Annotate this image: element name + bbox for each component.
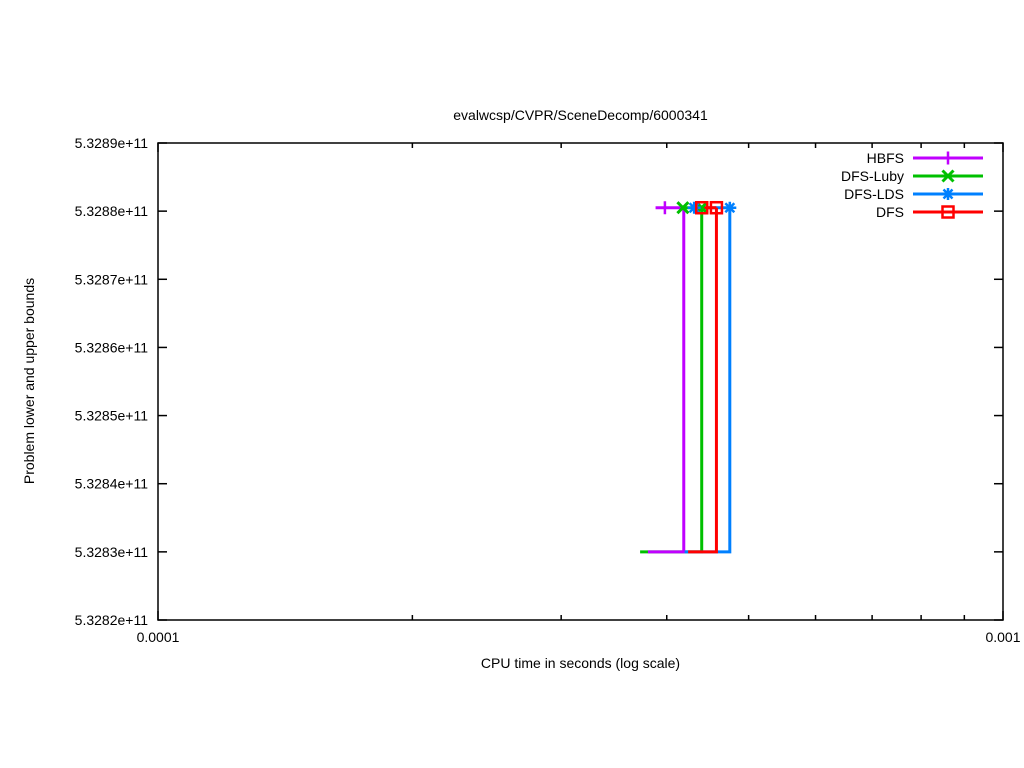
series-line-dfs-lds <box>684 206 732 554</box>
y-axis-tick-label: 5.3284e+11 <box>75 476 149 492</box>
legend-entry-dfs-luby: DFS-Luby <box>841 167 985 185</box>
y-axis-tick-label: 5.3288e+11 <box>75 203 149 219</box>
legend-entry-hbfs: HBFS <box>841 149 985 167</box>
chart-title: evalwcsp/CVPR/SceneDecomp/6000341 <box>453 107 708 123</box>
legend-line-sample <box>913 151 983 165</box>
legend: HBFS DFS-Luby DFS-LDS DFS <box>841 149 985 221</box>
legend-entry-dfs-lds: DFS-LDS <box>841 185 985 203</box>
x-axis-tick-label: 0.0001 <box>137 629 180 645</box>
series-markers-hbfs-plus-icon <box>658 201 672 215</box>
legend-label: HBFS <box>866 150 904 166</box>
y-axis-tick-label: 5.3289e+11 <box>75 135 149 151</box>
legend-line-sample <box>913 169 983 183</box>
y-axis-tick-label: 5.3287e+11 <box>75 271 149 287</box>
series-markers-dfs-square-open-icon <box>694 200 724 215</box>
series-line-dfs <box>688 206 718 554</box>
legend-label: DFS-LDS <box>844 186 904 202</box>
legend-entry-dfs: DFS <box>841 203 985 221</box>
x-axis-tick-label: 0.001 <box>985 629 1020 645</box>
y-axis-title: Problem lower and upper bounds <box>21 277 37 485</box>
y-axis-tick-label: 5.3286e+11 <box>75 339 149 355</box>
legend-label: DFS-Luby <box>840 168 904 184</box>
y-axis-tick-label: 5.3283e+11 <box>75 544 149 560</box>
y-axis-tick-label: 5.3285e+11 <box>75 408 149 424</box>
legend-line-sample <box>913 188 983 200</box>
series-markers-dfs-lds-asterisk-icon <box>687 201 737 214</box>
legend-label: DFS <box>876 204 904 220</box>
series-line-hbfs <box>647 206 686 554</box>
x-axis-title: CPU time in seconds (log scale) <box>480 655 681 671</box>
legend-line-sample <box>913 205 983 219</box>
series-line-dfs-luby <box>640 206 704 554</box>
plot-border <box>157 142 1004 621</box>
y-axis-tick-label: 5.3282e+11 <box>75 612 149 628</box>
